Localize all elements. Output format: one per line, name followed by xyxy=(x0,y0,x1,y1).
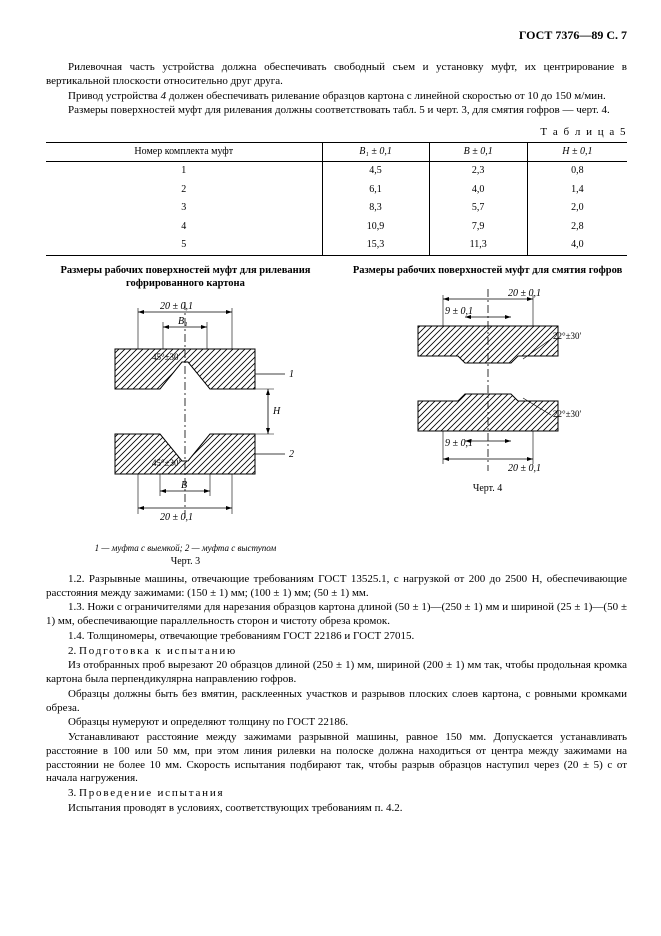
fig4-caption: Черт. 4 xyxy=(348,483,627,496)
para-6: 1.4. Толщиномеры, отвечающие требованиям… xyxy=(46,630,627,644)
p2-a: Привод устройства xyxy=(68,90,161,102)
fig4-dim-9a: 9 ± 0,1 xyxy=(445,306,473,317)
p2-b: должен обеспечивать рилевание образцов к… xyxy=(166,90,606,102)
table-cell: 1,4 xyxy=(527,181,627,200)
fig3-caption: Черт. 3 xyxy=(46,556,325,569)
table-cell: 11,3 xyxy=(429,236,527,255)
fig3-ref2: 2 xyxy=(289,449,294,460)
fig3-dim-h: H xyxy=(272,406,281,417)
fig3-ref1: 1 xyxy=(289,369,294,380)
table-cell: 10,9 xyxy=(322,218,429,237)
para-3: Размеры поверхностей муфт для рилевания … xyxy=(46,104,627,118)
figure-3: Размеры рабочих поверхностей муфт для ри… xyxy=(46,264,325,569)
th-2: B ± 0,1 xyxy=(429,142,527,162)
para-9: Образцы должны быть без вмятин, расклеен… xyxy=(46,688,627,716)
fig4-dim-9b: 9 ± 0,1 xyxy=(445,438,473,449)
fig3-dim-b1: B₁ xyxy=(178,316,188,327)
fig3-angle-top: 45°±30′ xyxy=(152,352,181,362)
table-cell: 2,8 xyxy=(527,218,627,237)
fig3-dim-b: B xyxy=(181,480,187,491)
table-5-label: Т а б л и ц а 5 xyxy=(46,126,627,140)
table-cell: 1 xyxy=(46,162,322,181)
table-cell: 2 xyxy=(46,181,322,200)
para-12: 3. Проведение испытания xyxy=(46,787,627,801)
th-0: Номер комплекта муфт xyxy=(46,142,322,162)
fig3-legend: 1 — муфта с выемкой; 2 — муфта с выступо… xyxy=(46,543,325,554)
table-cell: 2,0 xyxy=(527,199,627,218)
table-cell: 7,9 xyxy=(429,218,527,237)
fig4-dim-top: 20 ± 0,1 xyxy=(508,288,541,299)
table-cell: 8,3 xyxy=(322,199,429,218)
fig4-svg: 20 ± 0,1 9 ± 0,1 22°±30′ 22°±30′ 9 ± 0,1… xyxy=(363,281,613,481)
th-3: H ± 0,1 xyxy=(527,142,627,162)
table-5: Номер комплекта муфт B₁ ± 0,1 B ± 0,1 H … xyxy=(46,142,627,256)
th-1: B₁ ± 0,1 xyxy=(322,142,429,162)
fig4-title: Размеры рабочих поверхностей муфт для см… xyxy=(348,264,627,277)
fig4-dim-bot: 20 ± 0,1 xyxy=(508,463,541,474)
fig4-angle-top: 22°±30′ xyxy=(553,331,582,341)
fig3-dim-top: 20 ± 0,1 xyxy=(160,301,193,312)
para-13: Испытания проводят в условиях, соответст… xyxy=(46,802,627,816)
table-cell: 4 xyxy=(46,218,322,237)
para-11: Устанавливают расстояние между зажимами … xyxy=(46,731,627,786)
para-7: 2. Подготовка к испытанию xyxy=(46,645,627,659)
para-1: Рилевочная часть устройства должна обесп… xyxy=(46,61,627,89)
para-5: 1.3. Ножи с ограничителями для нарезания… xyxy=(46,601,627,629)
para-8: Из отобранных проб вырезают 20 образцов … xyxy=(46,659,627,687)
para-2: Привод устройства 4 должен обеспечивать … xyxy=(46,90,627,104)
table-cell: 3 xyxy=(46,199,322,218)
table-cell: 5 xyxy=(46,236,322,255)
table-cell: 2,3 xyxy=(429,162,527,181)
table-cell: 4,0 xyxy=(429,181,527,200)
table-cell: 15,3 xyxy=(322,236,429,255)
fig3-dim-bot: 20 ± 0,1 xyxy=(160,512,193,523)
figure-4: Размеры рабочих поверхностей муфт для см… xyxy=(348,264,627,569)
fig3-angle-bot: 45°±30′ xyxy=(152,458,181,468)
table-cell: 4,0 xyxy=(527,236,627,255)
page-header: ГОСТ 7376—89 С. 7 xyxy=(46,28,627,43)
fig3-title: Размеры рабочих поверхностей муфт для ри… xyxy=(46,264,325,290)
table-cell: 5,7 xyxy=(429,199,527,218)
table-cell: 6,1 xyxy=(322,181,429,200)
table-cell: 4,5 xyxy=(322,162,429,181)
fig3-svg: 20 ± 0,1 B₁ 45°±30′ 45°±30′ H 1 xyxy=(60,294,310,539)
fig4-angle-bot: 22°±30′ xyxy=(553,409,582,419)
para-4: 1.2. Разрывные машины, отвечающие требов… xyxy=(46,573,627,601)
para-10: Образцы нумеруют и определяют толщину по… xyxy=(46,716,627,730)
table-cell: 0,8 xyxy=(527,162,627,181)
